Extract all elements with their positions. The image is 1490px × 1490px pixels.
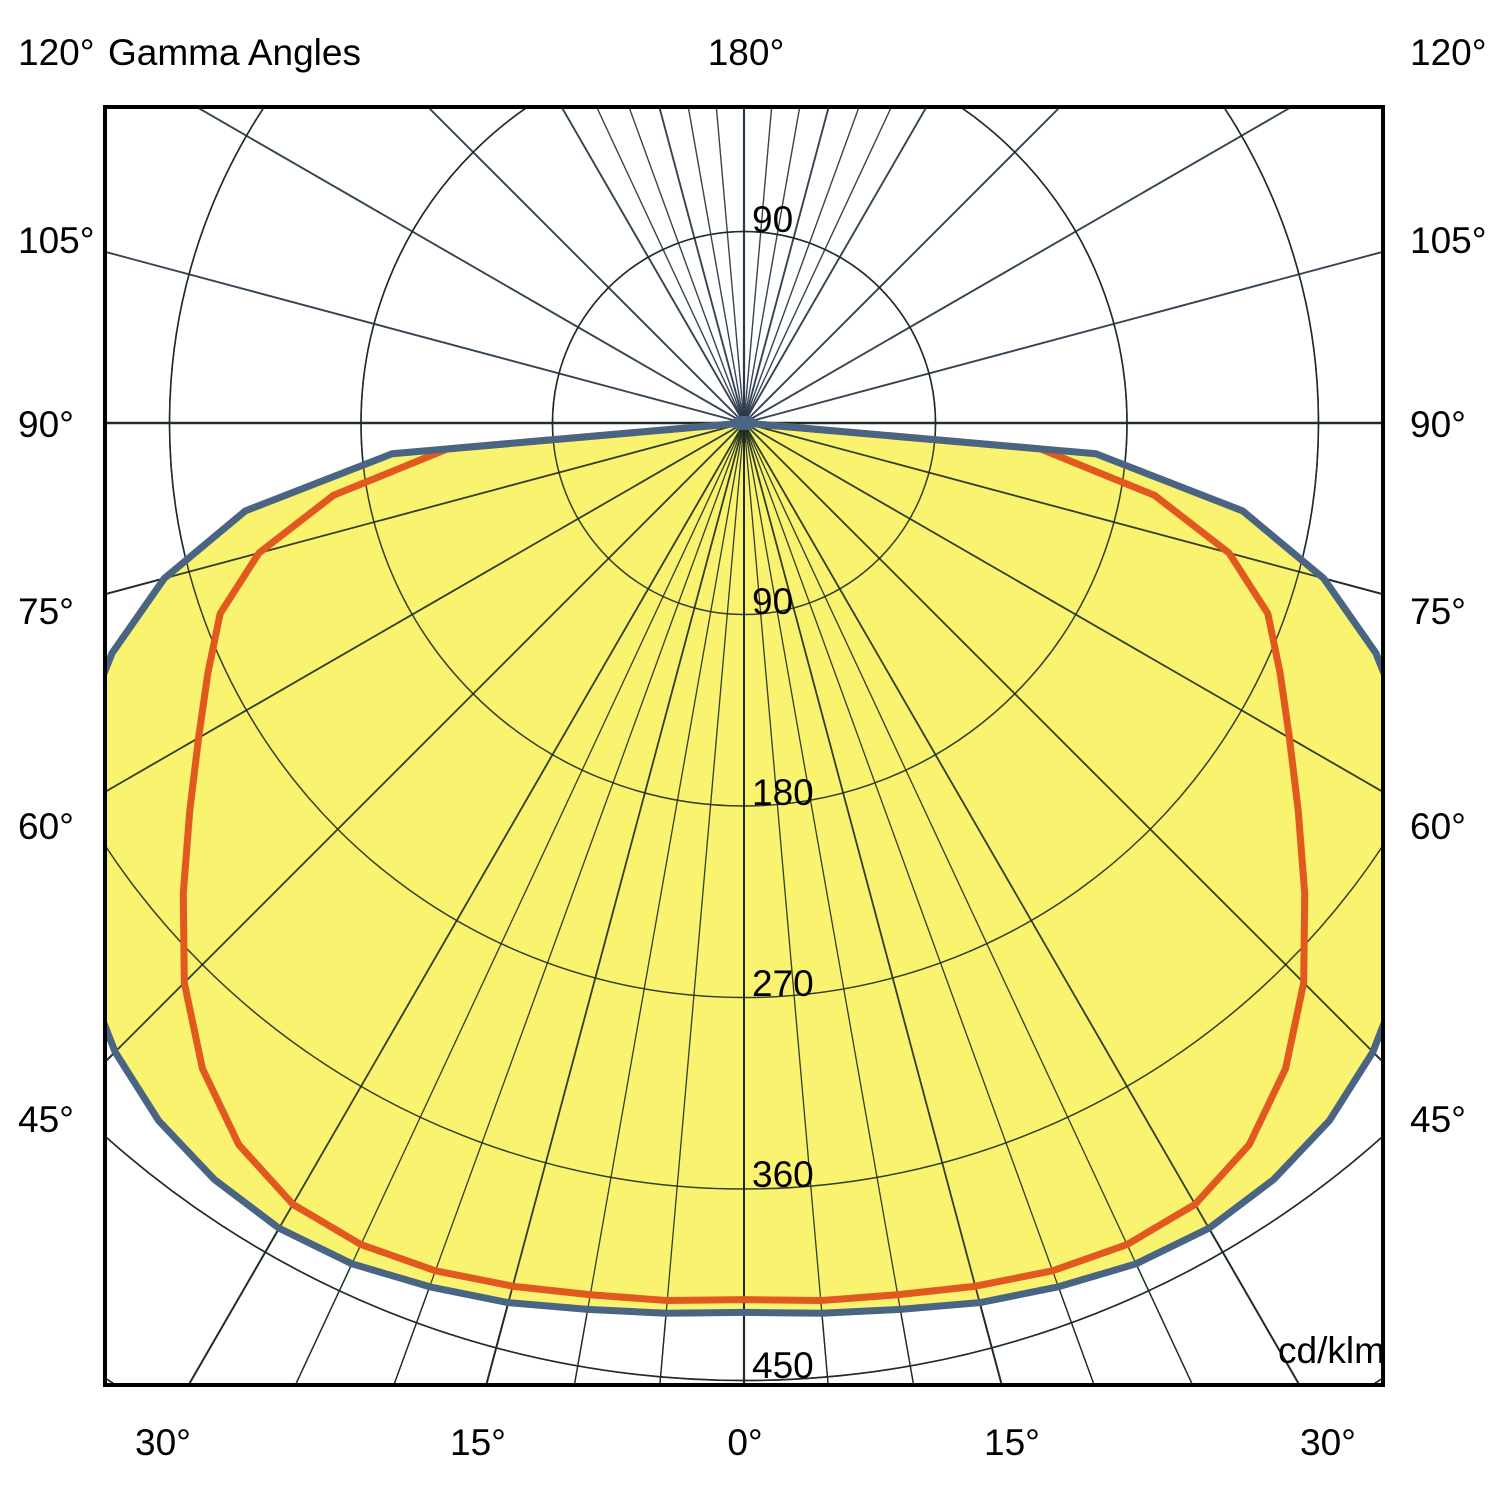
- page-title: Gamma Angles: [108, 32, 361, 73]
- gamma-label-left-4: 60°: [18, 806, 74, 847]
- gamma-label-right-1: 105°: [1410, 220, 1487, 261]
- gamma-label-left-2: 90°: [18, 404, 74, 445]
- radial-tick-label-1: 90: [752, 581, 794, 622]
- radial-tick-label-0: 90: [752, 199, 794, 240]
- gamma-label-left-3: 75°: [18, 591, 74, 632]
- c-plane-label-bottom-2: 0°: [727, 1422, 763, 1463]
- gamma-label-right-0: 120°: [1410, 32, 1487, 73]
- c-plane-label-bottom-1: 15°: [450, 1422, 506, 1463]
- radial-tick-label-3: 270: [752, 963, 814, 1004]
- c-plane-label-bottom-0: 30°: [135, 1422, 191, 1463]
- c-plane-label-bottom-4: 30°: [1300, 1422, 1356, 1463]
- gamma-label-left-1: 105°: [18, 220, 95, 261]
- gamma-label-right-3: 75°: [1410, 591, 1466, 632]
- radial-tick-label-2: 180: [752, 772, 814, 813]
- gamma-label-right-4: 60°: [1410, 806, 1466, 847]
- gamma-label-right-2: 90°: [1410, 404, 1466, 445]
- gamma-label-left-0: 120°: [18, 32, 95, 73]
- c-plane-label-bottom-3: 15°: [984, 1422, 1040, 1463]
- gamma-label-right-5: 45°: [1410, 1099, 1466, 1140]
- gamma-label-left-5: 45°: [18, 1099, 74, 1140]
- axis-label-top: 180°: [707, 32, 785, 73]
- radial-tick-label-5: 450: [752, 1345, 814, 1386]
- radial-tick-label-4: 360: [752, 1154, 814, 1195]
- units-label: cd/klm: [1278, 1330, 1385, 1371]
